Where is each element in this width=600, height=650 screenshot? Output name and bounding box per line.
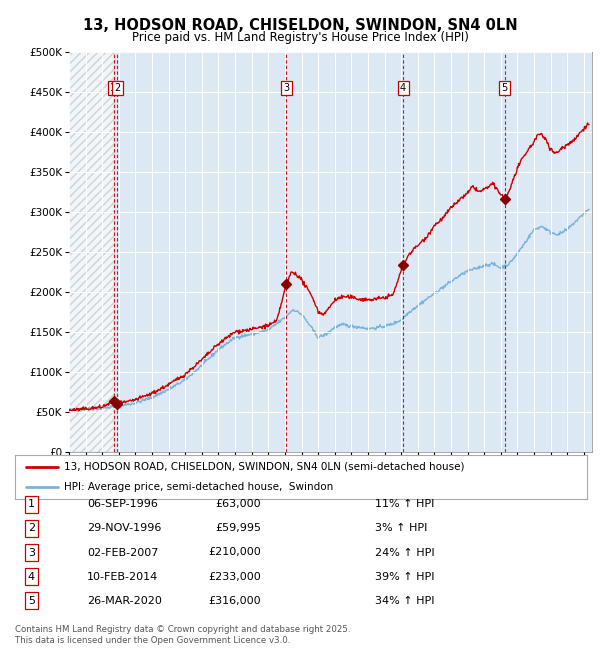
Text: HPI: Average price, semi-detached house,  Swindon: HPI: Average price, semi-detached house,…: [64, 482, 333, 492]
Text: 5: 5: [28, 595, 35, 606]
Text: £316,000: £316,000: [208, 595, 261, 606]
Text: 10-FEB-2014: 10-FEB-2014: [87, 571, 158, 582]
Text: £63,000: £63,000: [215, 499, 261, 510]
Text: 2: 2: [28, 523, 35, 534]
Text: 39% ↑ HPI: 39% ↑ HPI: [375, 571, 434, 582]
Text: 1: 1: [28, 499, 35, 510]
Text: 29-NOV-1996: 29-NOV-1996: [87, 523, 161, 534]
Text: 26-MAR-2020: 26-MAR-2020: [87, 595, 162, 606]
Text: 24% ↑ HPI: 24% ↑ HPI: [375, 547, 434, 558]
Text: Contains HM Land Registry data © Crown copyright and database right 2025.
This d: Contains HM Land Registry data © Crown c…: [15, 625, 350, 645]
Text: 3% ↑ HPI: 3% ↑ HPI: [375, 523, 427, 534]
Text: 1: 1: [110, 83, 116, 93]
Text: 06-SEP-1996: 06-SEP-1996: [87, 499, 158, 510]
Text: 34% ↑ HPI: 34% ↑ HPI: [375, 595, 434, 606]
Text: 3: 3: [28, 547, 35, 558]
Text: 02-FEB-2007: 02-FEB-2007: [87, 547, 158, 558]
Text: £59,995: £59,995: [215, 523, 261, 534]
Text: 2: 2: [114, 83, 121, 93]
Text: £233,000: £233,000: [208, 571, 261, 582]
Text: £210,000: £210,000: [208, 547, 261, 558]
Text: 4: 4: [28, 571, 35, 582]
Text: 5: 5: [502, 83, 508, 93]
Text: 4: 4: [400, 83, 406, 93]
Text: Price paid vs. HM Land Registry's House Price Index (HPI): Price paid vs. HM Land Registry's House …: [131, 31, 469, 44]
Text: 3: 3: [283, 83, 289, 93]
Text: 13, HODSON ROAD, CHISELDON, SWINDON, SN4 0LN (semi-detached house): 13, HODSON ROAD, CHISELDON, SWINDON, SN4…: [64, 462, 464, 472]
Text: 13, HODSON ROAD, CHISELDON, SWINDON, SN4 0LN: 13, HODSON ROAD, CHISELDON, SWINDON, SN4…: [83, 18, 517, 33]
Text: 11% ↑ HPI: 11% ↑ HPI: [375, 499, 434, 510]
